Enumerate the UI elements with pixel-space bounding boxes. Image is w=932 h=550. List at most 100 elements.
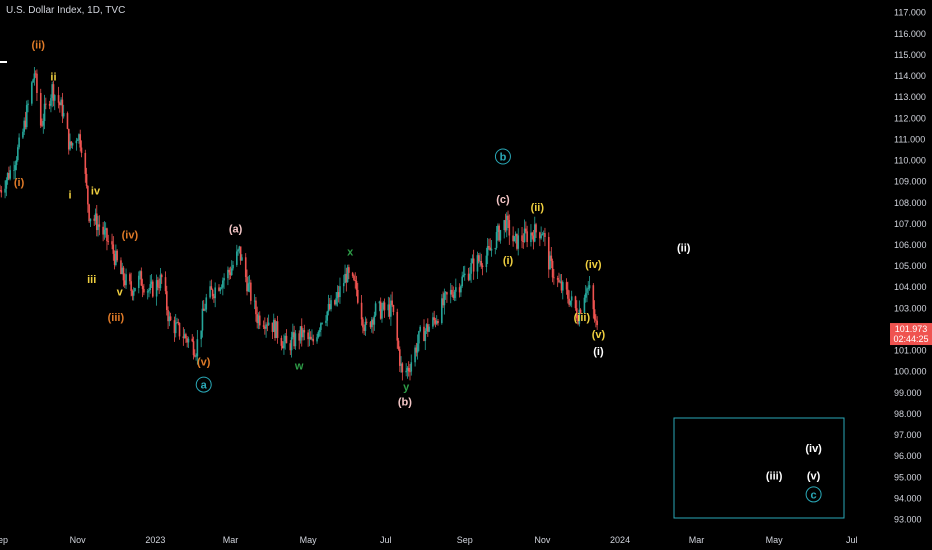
candle-body bbox=[174, 322, 177, 334]
candle-body bbox=[60, 99, 62, 106]
candle-body bbox=[137, 275, 140, 289]
candle-body bbox=[103, 229, 106, 235]
wave-label: (ii) bbox=[31, 40, 45, 52]
candle-body bbox=[34, 73, 37, 75]
time-tick-label: May bbox=[766, 535, 784, 545]
candle-body bbox=[42, 120, 45, 126]
time-tick-label: Nov bbox=[70, 535, 87, 545]
candle-body bbox=[392, 304, 395, 312]
candle-body bbox=[201, 308, 204, 331]
candle-body bbox=[294, 333, 297, 347]
candle-body bbox=[508, 220, 511, 236]
candle-body bbox=[183, 334, 186, 339]
candle-body bbox=[195, 356, 197, 358]
candle-body bbox=[255, 300, 257, 315]
candle-body bbox=[53, 95, 56, 101]
candle-body bbox=[32, 79, 34, 83]
time-axis[interactable]: Sep Nov 2023 Mar May Jul Sep Nov 2024 Mar May Jul bbox=[0, 535, 858, 545]
candle-body bbox=[121, 267, 124, 275]
candle-body bbox=[432, 317, 434, 327]
candle-body bbox=[165, 291, 168, 311]
candle-body bbox=[370, 319, 373, 328]
candle-body bbox=[253, 300, 256, 302]
candle-body bbox=[48, 103, 51, 106]
candle-body bbox=[61, 99, 64, 117]
candle-body bbox=[451, 289, 453, 295]
candle-body bbox=[168, 316, 171, 322]
candle-body bbox=[477, 255, 480, 262]
candle-body bbox=[258, 315, 261, 326]
candle-body bbox=[346, 267, 349, 283]
candle-body bbox=[214, 287, 216, 299]
price-tick-label: 103.000 bbox=[894, 303, 927, 313]
price-tick-label: 110.000 bbox=[894, 156, 926, 166]
candle-body bbox=[300, 326, 303, 338]
candle-body bbox=[125, 274, 127, 286]
candle-body bbox=[230, 268, 233, 275]
wave-label: v bbox=[117, 287, 124, 299]
candle-body bbox=[116, 250, 118, 261]
candle-body bbox=[241, 257, 243, 261]
wave-label: w bbox=[294, 361, 304, 373]
price-tick-label: 111.000 bbox=[894, 134, 925, 144]
candle-body bbox=[577, 318, 579, 324]
candle-body bbox=[418, 331, 420, 344]
wave-label: (ii) bbox=[531, 202, 545, 214]
price-tick-label: 99.000 bbox=[894, 388, 922, 398]
candle-body bbox=[595, 319, 597, 321]
candle-body bbox=[575, 308, 578, 319]
candle-body bbox=[390, 300, 392, 317]
candle-body bbox=[559, 281, 562, 283]
candle-body bbox=[550, 255, 553, 261]
price-tick-label: 98.000 bbox=[894, 409, 922, 419]
candle-body bbox=[6, 173, 9, 181]
candle-body bbox=[185, 334, 187, 339]
candle-body bbox=[39, 93, 42, 126]
wave-label: (v) bbox=[807, 470, 821, 482]
candle-body bbox=[79, 134, 82, 148]
candle-body bbox=[321, 322, 323, 324]
price-tag-bg bbox=[890, 323, 932, 346]
candle-body bbox=[85, 173, 88, 186]
candle-body bbox=[356, 289, 359, 303]
time-tick-label: 2023 bbox=[145, 535, 165, 545]
candle-body bbox=[427, 324, 429, 332]
candle-body bbox=[111, 241, 113, 245]
wave-label: (iii) bbox=[574, 312, 591, 324]
price-axis[interactable]: 117.000 116.000 115.000 114.000 113.000 112.0… bbox=[894, 8, 927, 525]
candle-body bbox=[507, 215, 509, 221]
price-tick-label: 114.000 bbox=[894, 71, 926, 81]
candle-body bbox=[57, 95, 60, 103]
candle-body bbox=[379, 301, 382, 319]
candle-body bbox=[369, 322, 372, 328]
candle-body bbox=[265, 324, 267, 329]
candle-body bbox=[540, 235, 542, 239]
candle-body bbox=[434, 320, 437, 324]
wave-label: (c) bbox=[496, 194, 510, 206]
candle-body bbox=[246, 277, 248, 292]
candle-body bbox=[0, 190, 1, 191]
candle-body bbox=[513, 236, 516, 242]
candle-body bbox=[463, 273, 466, 276]
wave-label: iv bbox=[91, 185, 101, 197]
candle-body bbox=[70, 141, 73, 146]
time-tick-label: Nov bbox=[534, 535, 551, 545]
price-tick-label: 113.000 bbox=[894, 92, 926, 102]
candle-body bbox=[31, 82, 33, 104]
candle-body bbox=[549, 255, 551, 270]
candle-body bbox=[157, 280, 159, 288]
wave-label: (v) bbox=[592, 329, 606, 341]
candle-body bbox=[106, 228, 108, 242]
time-tick-label: Sep bbox=[457, 535, 473, 545]
candle-body bbox=[213, 296, 215, 299]
candle-body bbox=[237, 249, 239, 252]
wave-labels-layer: (ii)ii(i)i iv(iv)iiiv(iii)(v)a(a)xwy(b)b(… bbox=[14, 40, 822, 503]
candle-body bbox=[442, 298, 444, 306]
candle-body bbox=[327, 303, 330, 312]
wave-label: (iv) bbox=[585, 259, 602, 271]
candle-body bbox=[80, 147, 83, 153]
candle-body bbox=[281, 345, 284, 349]
candle-body bbox=[178, 322, 181, 337]
candle-body bbox=[414, 347, 416, 363]
